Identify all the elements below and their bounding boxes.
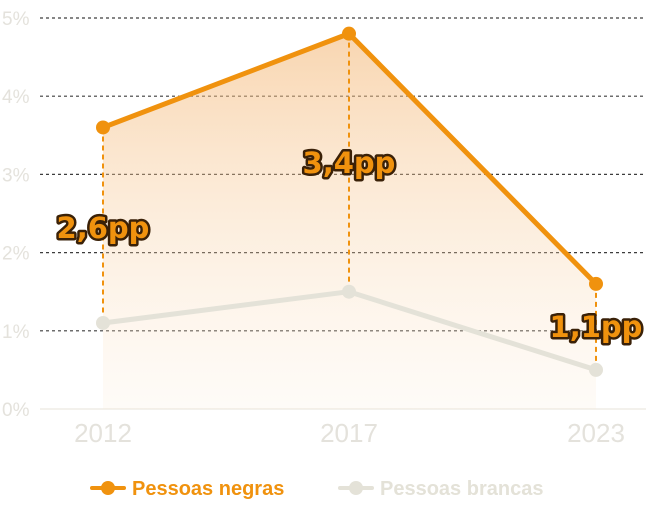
- y-tick-label: 1%: [2, 322, 30, 343]
- gap-annotation: 3,4pp: [303, 146, 396, 180]
- data-point: [342, 284, 356, 299]
- x-tick-label: 2023: [567, 418, 625, 448]
- legend-marker: [101, 481, 115, 495]
- gap-annotation: 2,6pp: [57, 211, 150, 245]
- data-point: [589, 276, 603, 291]
- gap-annotation: 1,1pp: [550, 310, 643, 344]
- area-pessoas-negras: [103, 33, 596, 409]
- gap-annotations: 2,6pp 3,4pp 1,1pp: [54, 144, 645, 347]
- legend-marker: [349, 481, 363, 495]
- x-axis-ticks: 2012 2017 2023: [74, 418, 625, 448]
- area-fill: [103, 33, 596, 409]
- legend-label: Pessoas negras: [132, 478, 284, 500]
- y-tick-label: 3%: [2, 165, 30, 186]
- y-tick-label: 5%: [2, 9, 30, 30]
- data-point: [96, 315, 110, 330]
- data-points: [96, 26, 603, 377]
- data-point: [589, 362, 603, 377]
- y-tick-label: 2%: [2, 244, 30, 265]
- x-tick-label: 2012: [74, 418, 132, 448]
- y-axis-ticks: 0% 1% 2% 3% 4% 5%: [2, 9, 30, 421]
- data-point: [342, 26, 356, 41]
- legend: Pessoas negras Pessoas brancas: [90, 478, 543, 500]
- data-point: [96, 120, 110, 135]
- legend-label: Pessoas brancas: [380, 478, 543, 500]
- y-tick-label: 0%: [2, 400, 30, 421]
- gap-lines: [102, 33, 597, 370]
- legend-pessoas-brancas: Pessoas brancas: [338, 478, 543, 500]
- legend-pessoas-negras: Pessoas negras: [90, 478, 284, 500]
- x-tick-label: 2017: [320, 418, 378, 448]
- y-tick-label: 4%: [2, 87, 30, 108]
